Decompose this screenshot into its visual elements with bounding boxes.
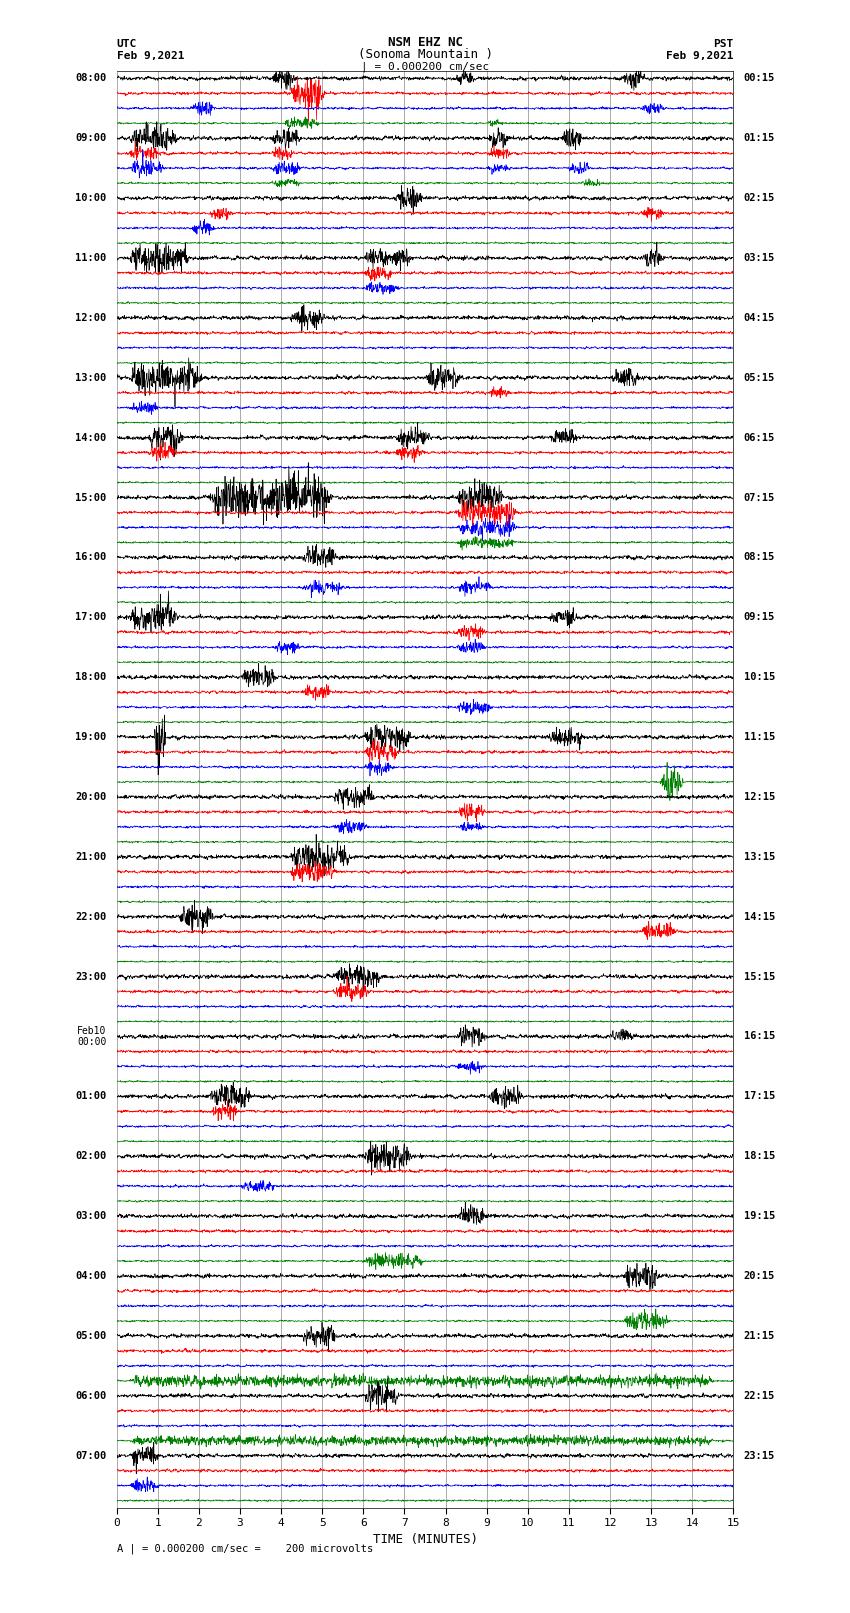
Text: 11:15: 11:15 [744, 732, 775, 742]
Text: 04:00: 04:00 [75, 1271, 106, 1281]
Text: Feb10
00:00: Feb10 00:00 [77, 1026, 106, 1047]
Text: 06:00: 06:00 [75, 1390, 106, 1400]
Text: 01:00: 01:00 [75, 1092, 106, 1102]
Text: 19:00: 19:00 [75, 732, 106, 742]
Text: 14:15: 14:15 [744, 911, 775, 921]
Text: 10:15: 10:15 [744, 673, 775, 682]
Text: 02:00: 02:00 [75, 1152, 106, 1161]
Text: 11:00: 11:00 [75, 253, 106, 263]
Text: 18:00: 18:00 [75, 673, 106, 682]
Text: 12:00: 12:00 [75, 313, 106, 323]
Text: 08:00: 08:00 [75, 73, 106, 84]
Text: PST: PST [713, 39, 734, 50]
Text: 08:15: 08:15 [744, 552, 775, 563]
Text: (Sonoma Mountain ): (Sonoma Mountain ) [358, 48, 492, 61]
Text: A | = 0.000200 cm/sec =    200 microvolts: A | = 0.000200 cm/sec = 200 microvolts [116, 1544, 373, 1555]
X-axis label: TIME (MINUTES): TIME (MINUTES) [372, 1532, 478, 1545]
Text: 14:00: 14:00 [75, 432, 106, 442]
Text: 09:15: 09:15 [744, 613, 775, 623]
Text: 01:15: 01:15 [744, 134, 775, 144]
Text: 02:15: 02:15 [744, 194, 775, 203]
Text: 03:15: 03:15 [744, 253, 775, 263]
Text: 23:00: 23:00 [75, 971, 106, 982]
Text: Feb 9,2021: Feb 9,2021 [116, 50, 184, 61]
Text: 13:00: 13:00 [75, 373, 106, 382]
Text: UTC: UTC [116, 39, 137, 50]
Text: 09:00: 09:00 [75, 134, 106, 144]
Text: | = 0.000200 cm/sec: | = 0.000200 cm/sec [361, 61, 489, 73]
Text: 07:15: 07:15 [744, 492, 775, 503]
Text: 17:15: 17:15 [744, 1092, 775, 1102]
Text: Feb 9,2021: Feb 9,2021 [666, 50, 734, 61]
Text: 12:15: 12:15 [744, 792, 775, 802]
Text: 20:00: 20:00 [75, 792, 106, 802]
Text: 07:00: 07:00 [75, 1450, 106, 1461]
Text: 05:15: 05:15 [744, 373, 775, 382]
Text: 17:00: 17:00 [75, 613, 106, 623]
Text: 22:00: 22:00 [75, 911, 106, 921]
Text: 18:15: 18:15 [744, 1152, 775, 1161]
Text: 23:15: 23:15 [744, 1450, 775, 1461]
Text: NSM EHZ NC: NSM EHZ NC [388, 35, 462, 50]
Text: 22:15: 22:15 [744, 1390, 775, 1400]
Text: 16:00: 16:00 [75, 552, 106, 563]
Text: 15:15: 15:15 [744, 971, 775, 982]
Text: 03:00: 03:00 [75, 1211, 106, 1221]
Text: 21:15: 21:15 [744, 1331, 775, 1340]
Text: 21:00: 21:00 [75, 852, 106, 861]
Text: 16:15: 16:15 [744, 1031, 775, 1042]
Text: 13:15: 13:15 [744, 852, 775, 861]
Text: 05:00: 05:00 [75, 1331, 106, 1340]
Text: 15:00: 15:00 [75, 492, 106, 503]
Text: 06:15: 06:15 [744, 432, 775, 442]
Text: 10:00: 10:00 [75, 194, 106, 203]
Text: 19:15: 19:15 [744, 1211, 775, 1221]
Text: 20:15: 20:15 [744, 1271, 775, 1281]
Text: 00:15: 00:15 [744, 73, 775, 84]
Text: 04:15: 04:15 [744, 313, 775, 323]
